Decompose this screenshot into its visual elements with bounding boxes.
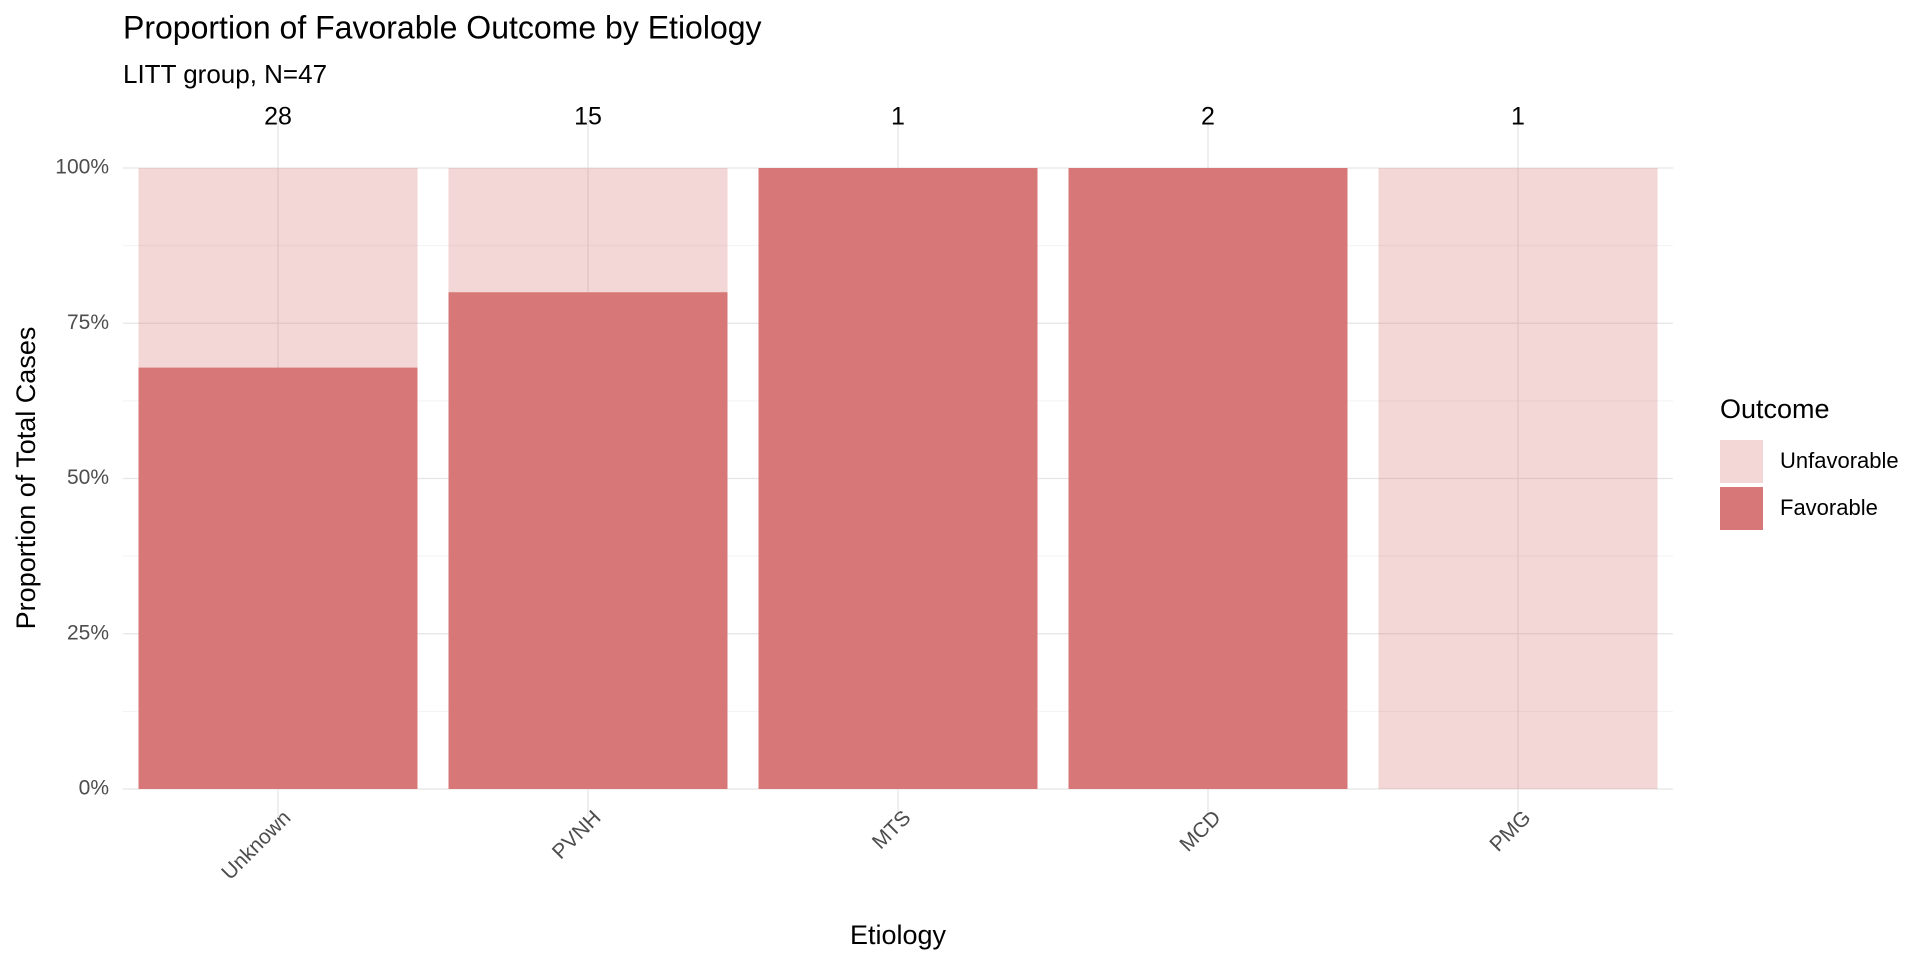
count-label: 28 <box>264 103 292 131</box>
y-tick-label: 100% <box>55 156 109 179</box>
legend-key <box>1720 487 1763 530</box>
bar-segment <box>758 168 1038 789</box>
chart-subtitle: LITT group, N=47 <box>123 59 327 89</box>
legend-label: Favorable <box>1780 495 1878 520</box>
count-label: 1 <box>1511 103 1525 131</box>
count-label: 2 <box>1201 103 1215 131</box>
x-tick-label: PMG <box>1485 806 1535 856</box>
y-tick-label: 50% <box>67 466 109 489</box>
y-tick-label: 25% <box>67 621 109 644</box>
bar-segment <box>1378 168 1658 789</box>
x-tick-label: MCD <box>1175 806 1225 856</box>
x-axis-title: Etiology <box>850 920 947 950</box>
legend-key <box>1720 440 1763 483</box>
chart-title: Proportion of Favorable Outcome by Etiol… <box>123 9 762 45</box>
y-tick-label: 75% <box>67 311 109 334</box>
x-tick-label: PVNH <box>548 806 606 864</box>
bar-segment <box>138 367 418 789</box>
y-tick-label: 0% <box>79 777 109 800</box>
x-tick-label: Unknown <box>217 806 295 884</box>
bar-segment <box>1068 168 1348 789</box>
count-label: 1 <box>891 103 905 131</box>
x-tick-label: MTS <box>868 806 916 854</box>
y-axis-title: Proportion of Total Cases <box>11 327 41 630</box>
count-label: 15 <box>574 103 602 131</box>
legend-label: Unfavorable <box>1780 448 1899 473</box>
bar-segment <box>138 168 418 368</box>
bar-segment <box>448 168 728 293</box>
legend-title: Outcome <box>1720 394 1830 424</box>
bar-segment <box>448 292 728 789</box>
